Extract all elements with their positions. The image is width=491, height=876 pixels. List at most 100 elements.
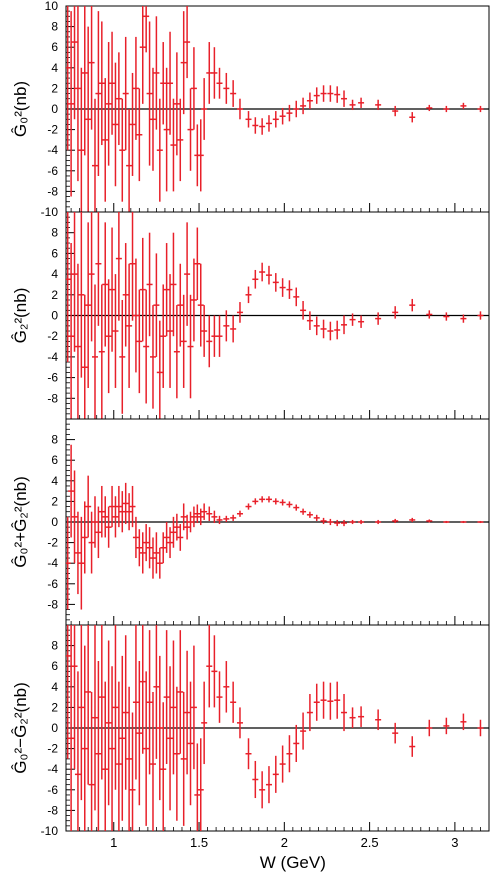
- data-point: [129, 712, 136, 831]
- data-point: [358, 315, 365, 328]
- y-tick-label: 0: [51, 515, 58, 529]
- data-point: [272, 755, 279, 793]
- data-point: [112, 625, 119, 790]
- data-point: [272, 273, 279, 292]
- data-point: [146, 527, 153, 569]
- data-point: [477, 105, 484, 113]
- y-tick-label: -8: [47, 391, 58, 405]
- data-point: [349, 313, 356, 326]
- data-point: [143, 6, 150, 53]
- data-point: [230, 80, 237, 107]
- data-point: [334, 320, 341, 340]
- y-tick-label: 8: [51, 226, 58, 240]
- data-point: [177, 98, 184, 182]
- data-point: [477, 520, 484, 524]
- data-point: [173, 513, 180, 541]
- data-point: [313, 316, 320, 336]
- data-point: [139, 625, 146, 754]
- data-point: [78, 212, 85, 378]
- data-point: [136, 289, 143, 394]
- data-point: [245, 111, 252, 128]
- data-point: [98, 625, 105, 780]
- data-point: [349, 99, 356, 111]
- data-point: [184, 6, 191, 79]
- data-point: [173, 686, 180, 821]
- data-point: [122, 482, 129, 525]
- data-point: [252, 269, 259, 289]
- data-point: [349, 519, 356, 525]
- data-point: [443, 312, 450, 321]
- data-point: [190, 645, 197, 770]
- data-point: [236, 707, 243, 739]
- y-tick-label: -2: [47, 742, 58, 756]
- data-point: [88, 691, 95, 831]
- data-point: [98, 21, 105, 146]
- data-point: [177, 524, 184, 551]
- data-point: [98, 284, 105, 419]
- data-point: [184, 222, 191, 326]
- data-point: [409, 517, 416, 522]
- data-point: [223, 515, 230, 522]
- data-point: [156, 547, 163, 579]
- data-point: [358, 519, 365, 525]
- data-point: [206, 42, 213, 104]
- data-point: [306, 694, 313, 732]
- data-point: [170, 232, 177, 337]
- data-point: [286, 280, 293, 299]
- data-point: [129, 72, 136, 176]
- data-point: [74, 263, 81, 419]
- data-point: [81, 6, 88, 156]
- data-point: [293, 724, 300, 762]
- data-point: [146, 630, 153, 775]
- y-tick-label: 4: [51, 680, 58, 694]
- data-point: [163, 67, 170, 192]
- data-point: [81, 501, 88, 574]
- data-point: [334, 86, 341, 103]
- data-point: [230, 681, 237, 723]
- data-point: [194, 227, 201, 300]
- data-point: [279, 107, 286, 125]
- data-point: [300, 508, 307, 515]
- data-point: [112, 496, 119, 538]
- data-point: [216, 671, 223, 723]
- y-tick-label: 10: [45, 0, 59, 13]
- data-point: [170, 516, 177, 548]
- panel-0: -10 -8 -6 -4 -2 0 2 4 6 8 10 Ĝ₀²(nb): [11, 0, 490, 219]
- data-point: [177, 263, 184, 347]
- y-axis-label: Ĝ₀²−Ĝ₂²(nb): [11, 682, 30, 774]
- data-point: [194, 504, 201, 524]
- data-point: [163, 522, 170, 553]
- data-point: [95, 212, 102, 326]
- data-point: [95, 506, 102, 559]
- y-tick-label: -6: [47, 783, 58, 797]
- data-point: [392, 306, 399, 319]
- y-tick-label: 6: [51, 246, 58, 260]
- data-point: [279, 278, 286, 297]
- data-point: [187, 681, 194, 806]
- data-point: [265, 115, 272, 132]
- data-point: [163, 243, 170, 337]
- data-point: [115, 212, 122, 321]
- data-point: [85, 222, 92, 388]
- data-point: [68, 625, 75, 831]
- data-point: [71, 470, 78, 564]
- data-point: [91, 496, 98, 548]
- data-point: [167, 666, 174, 811]
- data-point: [259, 771, 266, 809]
- data-point: [115, 52, 122, 146]
- data-point: [143, 289, 150, 404]
- data-point: [129, 485, 136, 528]
- series-points: [66, 6, 484, 212]
- data-point: [223, 661, 230, 713]
- data-point: [375, 519, 382, 525]
- data-point: [149, 691, 156, 831]
- y-tick-label: 6: [51, 659, 58, 673]
- y-tick-label: -6: [47, 371, 58, 385]
- data-point: [132, 516, 139, 559]
- data-point: [443, 105, 450, 113]
- data-point: [327, 85, 334, 102]
- data-point: [443, 717, 450, 735]
- data-point: [259, 496, 266, 503]
- x-axis-label: W (GeV): [260, 853, 326, 872]
- data-point: [187, 294, 194, 399]
